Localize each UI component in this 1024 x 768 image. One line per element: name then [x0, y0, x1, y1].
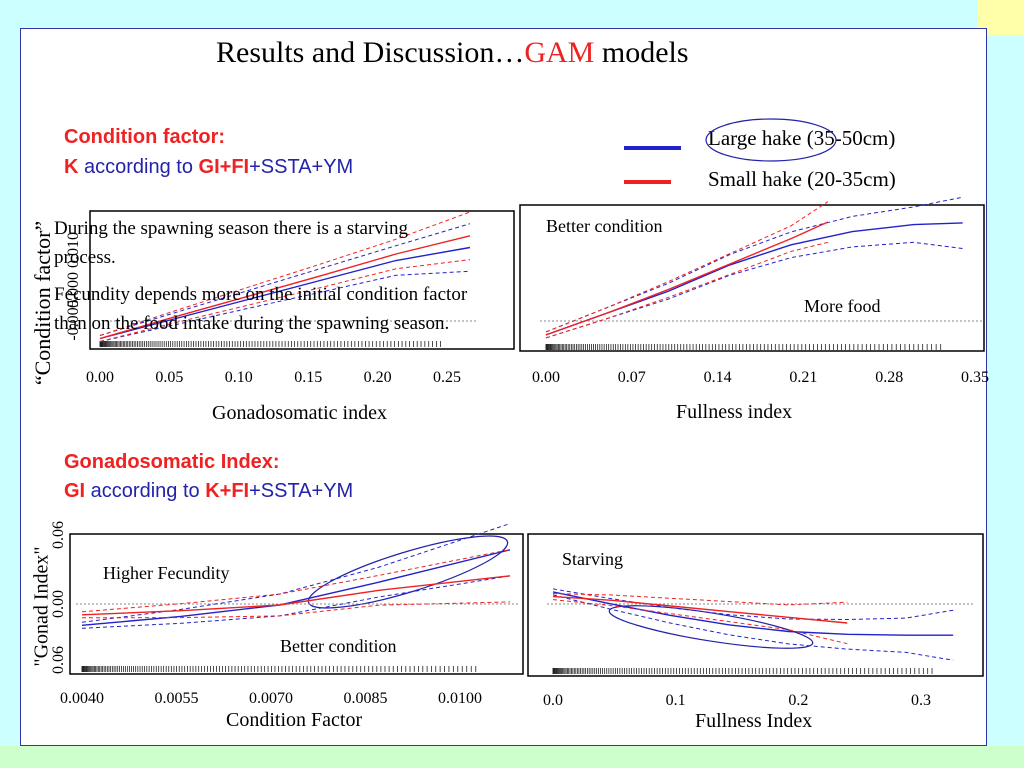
- section1-formula: K according to GI+FI+SSTA+YM: [64, 156, 353, 179]
- chart1-series1-line: [99, 246, 471, 340]
- chart3-x-tick-label: 0.0055: [155, 690, 199, 707]
- chart2-x-tick-label: 0.00: [532, 369, 560, 386]
- title-highlight: GAM: [524, 36, 595, 69]
- chart4-annotation-starving: Starving: [562, 549, 623, 569]
- section2-heading: Gonadosomatic Index:: [64, 451, 280, 473]
- formula-rest: +SSTA+YM: [249, 156, 354, 178]
- chart3-series2-line: [81, 575, 511, 616]
- chart3-x-tick-label: 0.0070: [249, 690, 293, 707]
- chart2-series1-band: [545, 241, 963, 339]
- chart3-series2-band: [81, 549, 511, 613]
- chart1-y-tick-label: -0.005: [65, 299, 82, 340]
- chart4-x-tick-label: 0.2: [788, 692, 808, 709]
- chart3-x-tick-label: 0.0040: [60, 690, 104, 707]
- chart2-series2-line: [545, 221, 829, 336]
- chart4-series2-line: [552, 595, 848, 624]
- chart2-x-tick-label: 0.28: [875, 369, 903, 386]
- chart1-series2-band: [99, 211, 471, 336]
- section1-heading: Condition factor:: [64, 126, 226, 148]
- formula-gifi: GI+FI: [198, 156, 250, 178]
- bottom-band: [0, 746, 1024, 768]
- chart3-x-tick-label: 0.0085: [344, 690, 388, 707]
- chart4-series1-band: [552, 588, 954, 621]
- title-prefix: Results and Discussion…: [216, 36, 525, 69]
- chart1-series2-line: [99, 235, 471, 340]
- chart3-y-tick-label: 0.06: [50, 521, 67, 549]
- chart3-annotation-better-condition: Better condition: [280, 636, 397, 656]
- slide-frame: [20, 28, 987, 746]
- chart1-x-tick-label: 0.20: [364, 369, 392, 386]
- chart1-ylabel: “Condition factor”: [30, 220, 55, 386]
- chart1-x-tick-label: 0.15: [294, 369, 322, 386]
- chart3-ylabel: "Gonad Index": [30, 546, 53, 667]
- chart1-frame: [89, 210, 515, 350]
- chart1-x-tick-label: 0.05: [155, 369, 183, 386]
- chart1-y-tick-label: 0.000: [65, 272, 82, 308]
- legend-line-large: [624, 146, 681, 150]
- chart4-highlight-ellipse: [608, 605, 814, 649]
- chart1-x-tick-label: 0.10: [225, 369, 253, 386]
- chart2-frame: [519, 204, 985, 352]
- chart4-xlabel: Fullness Index: [695, 710, 813, 732]
- chart1-x-tick-label: 0.25: [433, 369, 461, 386]
- chart4-x-tick-label: 0.0: [543, 692, 563, 709]
- chart4-x-tick-label: 0.1: [666, 692, 686, 709]
- chart3-series2-band: [81, 601, 511, 619]
- chart1-series2-band: [99, 259, 471, 342]
- note-paragraph-2: Fecundity depends more on the initial co…: [54, 284, 468, 334]
- chart3-y-tick-label: 0.06: [50, 646, 67, 674]
- chart4-frame: [527, 533, 984, 677]
- chart3-annotation-higher-fecundity: Higher Fecundity: [103, 563, 230, 583]
- formula-mid-2: according to: [85, 480, 206, 502]
- formula-k: K: [64, 156, 79, 178]
- chart4-series1-line: [552, 591, 954, 636]
- title-suffix: models: [594, 36, 689, 69]
- chart2-annotation-better-condition: Better condition: [546, 216, 663, 236]
- chart2-series2-band: [545, 201, 829, 333]
- chart2-x-tick-label: 0.35: [961, 369, 989, 386]
- chart3-x-tick-label: 0.0100: [438, 690, 482, 707]
- chart3-frame: [69, 533, 524, 675]
- chart1-series1-band: [99, 223, 471, 336]
- formula-gi: GI: [64, 480, 86, 502]
- chart1-x-tick-label: 0.00: [86, 369, 114, 386]
- section2-formula: GI according to K+FI+SSTA+YM: [64, 480, 353, 503]
- chart4-series2-band: [552, 599, 848, 645]
- chart4-series2-band: [552, 593, 848, 606]
- page-title: Results and Discussion…GAM models: [216, 36, 689, 70]
- legend-highlight-ellipse: [705, 118, 837, 162]
- note-paragraph-1: During the spawning season there is a st…: [54, 218, 409, 268]
- chart4-series1-band: [552, 594, 954, 661]
- chart4-x-tick-label: 0.3: [911, 692, 931, 709]
- chart1-y-tick-label: 0.010: [65, 232, 82, 268]
- formula-kfi: K+FI: [205, 480, 250, 502]
- notes-block: During the spawning season there is a st…: [54, 214, 474, 338]
- chart2-x-tick-label: 0.21: [789, 369, 817, 386]
- formula-mid: according to: [78, 156, 199, 178]
- legend-line-small: [624, 180, 671, 184]
- chart2-annotation-more-food: More food: [804, 296, 881, 316]
- formula-rest-2: +SSTA+YM: [249, 480, 354, 502]
- chart1-series1-band: [99, 270, 471, 342]
- chart1-xlabel: Gonadosomatic index: [212, 402, 387, 424]
- chart3-highlight-ellipse: [307, 535, 509, 609]
- chart2-x-tick-label: 0.07: [618, 369, 646, 386]
- chart2-series2-band: [545, 241, 829, 339]
- legend-label-large: Large hake (35-50cm): [708, 126, 896, 150]
- chart2-series1-band: [545, 196, 963, 333]
- chart2-xlabel: Fullness index: [676, 401, 793, 423]
- legend-label-small: Small hake (20-35cm): [708, 167, 896, 191]
- chart3-y-tick-label: 0.00: [50, 590, 67, 618]
- chart3-xlabel: Condition Factor: [226, 709, 363, 731]
- chart2-x-tick-label: 0.14: [704, 369, 732, 386]
